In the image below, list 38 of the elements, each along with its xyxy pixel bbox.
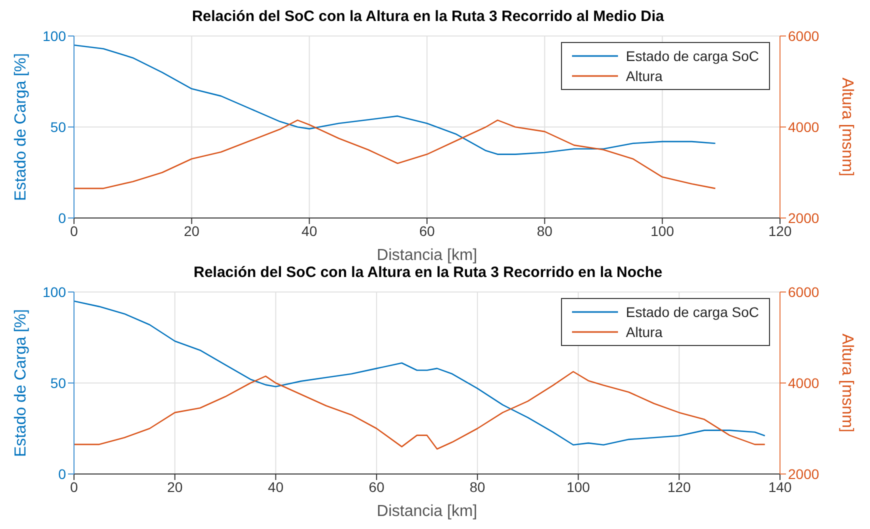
y2-tick-label: 6000: [788, 284, 820, 300]
line-series: [74, 370, 766, 450]
y-axis-title: Estado de Carga [%]: [12, 309, 30, 457]
y2-tick-label: 6000: [788, 28, 820, 44]
y-tick-label: 0: [58, 466, 66, 482]
x-tick-label: 0: [70, 222, 78, 239]
x-axis-title: Distancia [km]: [376, 503, 478, 520]
x-tick-label: 20: [167, 478, 183, 495]
y-tick-label: 50: [50, 374, 66, 391]
x-tick-label: 0: [70, 478, 78, 495]
y2-tick-label: 4000: [788, 374, 820, 391]
y-tick-label: 0: [58, 210, 66, 226]
y-axis-title: Estado de Carga [%]: [12, 53, 30, 201]
x-tick-label: 40: [268, 478, 284, 495]
legend-label: Altura: [626, 67, 662, 86]
y-tick-label: 100: [42, 28, 66, 44]
y-tick-label: 50: [50, 118, 66, 135]
legend-label: Altura: [626, 323, 662, 342]
y2-tick-label: 4000: [788, 118, 820, 135]
line-series: [74, 120, 716, 190]
x-tick-label: 120: [667, 478, 692, 495]
y-tick-label: 100: [42, 284, 66, 300]
x-tick-label: 80: [470, 478, 486, 495]
y2-axis-title: Altura [msnm]: [838, 78, 856, 176]
x-tick-label: 80: [536, 222, 553, 239]
x-axis-title: Distancia [km]: [376, 247, 478, 264]
x-tick-label: 20: [184, 222, 200, 239]
legend-label: Estado de carga SoC: [626, 303, 759, 322]
y2-axis-title: Altura [msnm]: [838, 334, 856, 432]
x-tick-label: 60: [419, 222, 435, 239]
x-tick-label: 40: [302, 222, 318, 239]
line-series: [74, 300, 766, 446]
x-tick-label: 100: [650, 222, 674, 239]
x-tick-label: 60: [368, 478, 385, 495]
x-tick-label: 100: [566, 478, 590, 495]
chart-title: Relación del SoC con la Altura en la Ruta 3 Recorrido al Medio Dia: [190, 8, 666, 26]
legend-label: Estado de carga SoC: [626, 47, 759, 66]
chart-title: Relación del SoC con la Altura en la Ruta 3 Recorrido en la Noche: [192, 264, 664, 282]
